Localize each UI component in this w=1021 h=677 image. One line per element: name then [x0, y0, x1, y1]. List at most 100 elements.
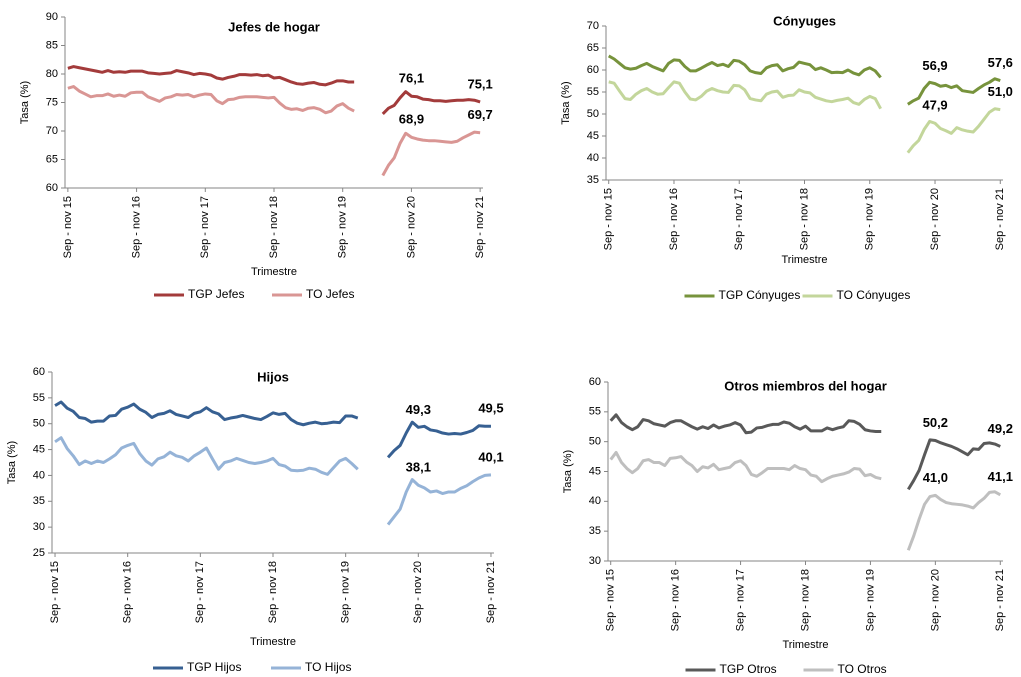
- x-tick-label: Sep - nov 19: [337, 196, 349, 258]
- legend-label: TGP Jefes: [188, 287, 244, 301]
- value-label: 51,0: [988, 84, 1013, 99]
- series-line: [67, 85, 481, 177]
- series-line: [609, 450, 1002, 551]
- value-label: 56,9: [922, 58, 947, 73]
- legend-label: TO Cónyuges: [837, 288, 911, 302]
- chart-title: Hijos: [257, 369, 289, 384]
- y-axis-label: Tasa (%): [562, 450, 574, 493]
- y-tick-label: 35: [33, 495, 45, 507]
- y-tick-label: 70: [587, 20, 599, 32]
- y-axis-label: Tasa (%): [560, 81, 572, 124]
- value-label: 49,5: [478, 401, 503, 416]
- legend-label: TGP Cónyuges: [719, 288, 801, 302]
- y-tick-label: 40: [33, 469, 45, 481]
- y-tick-label: 40: [589, 495, 601, 507]
- value-label: 68,9: [399, 112, 424, 127]
- y-axis-label: Tasa (%): [19, 81, 31, 124]
- y-tick-label: 45: [587, 130, 599, 142]
- y-tick-label: 75: [46, 96, 58, 108]
- x-tick-label: Sep - nov 21: [485, 561, 497, 623]
- value-label: 41,0: [923, 470, 948, 485]
- x-tick-label: Sep - nov 20: [929, 188, 941, 250]
- y-tick-label: 90: [46, 11, 58, 23]
- y-tick-label: 30: [589, 555, 601, 567]
- value-label: 75,1: [467, 76, 492, 91]
- value-label: 69,7: [467, 107, 492, 122]
- x-axis-label: Trimestre: [781, 254, 827, 266]
- x-tick-label: Sep - nov 20: [412, 561, 424, 623]
- legend-label: TGP Otros: [720, 662, 777, 676]
- y-tick-label: 55: [587, 86, 599, 98]
- value-label: 57,6: [988, 55, 1013, 70]
- chart-title: Cónyuges: [773, 13, 836, 28]
- x-tick-label: Sep - nov 16: [668, 188, 680, 250]
- x-tick-label: Sep - nov 18: [798, 188, 810, 250]
- series-line: [607, 54, 1001, 106]
- x-tick-label: Sep - nov 21: [994, 569, 1006, 631]
- x-tick-label: Sep - nov 18: [799, 569, 811, 631]
- series-line: [67, 65, 481, 115]
- x-tick-label: Sep - nov 18: [267, 561, 279, 623]
- y-tick-label: 60: [33, 366, 45, 378]
- x-axis-label: Trimestre: [250, 636, 296, 648]
- y-tick-label: 45: [589, 465, 601, 477]
- y-tick-label: 35: [589, 525, 601, 537]
- y-tick-label: 50: [33, 418, 45, 430]
- x-tick-label: Sep - nov 21: [994, 188, 1006, 250]
- y-tick-label: 70: [46, 125, 58, 137]
- series-line: [609, 413, 1001, 491]
- x-tick-label: Sep - nov 20: [405, 196, 417, 258]
- y-tick-label: 80: [46, 68, 58, 80]
- x-tick-label: Sep - nov 17: [734, 569, 746, 631]
- y-tick-label: 45: [33, 443, 45, 455]
- x-axis-label: Trimestre: [251, 266, 297, 278]
- value-label: 49,3: [406, 402, 431, 417]
- x-tick-label: Sep - nov 19: [864, 188, 876, 250]
- series-line: [54, 400, 491, 459]
- x-tick-label: Sep - nov 15: [605, 569, 617, 631]
- x-tick-label: Sep - nov 18: [268, 196, 280, 258]
- y-tick-label: 60: [589, 376, 601, 388]
- value-label: 41,1: [988, 469, 1013, 484]
- x-tick-label: Sep - nov 15: [49, 561, 61, 623]
- x-tick-label: Sep - nov 15: [603, 188, 615, 250]
- x-tick-label: Sep - nov 16: [670, 569, 682, 631]
- y-tick-label: 60: [587, 64, 599, 76]
- y-tick-label: 55: [589, 406, 601, 418]
- x-tick-label: Sep - nov 19: [340, 561, 352, 623]
- y-tick-label: 35: [587, 174, 599, 186]
- y-tick-label: 50: [587, 108, 599, 120]
- x-tick-label: Sep - nov 17: [199, 196, 211, 258]
- value-label: 40,1: [478, 449, 503, 464]
- x-tick-label: Sep - nov 15: [62, 196, 74, 258]
- x-tick-label: Sep - nov 21: [474, 196, 486, 258]
- legend-label: TGP Hijos: [187, 660, 241, 674]
- chart-title: Otros miembros del hogar: [724, 378, 887, 393]
- x-tick-label: Sep - nov 19: [864, 569, 876, 631]
- series-line: [54, 436, 492, 526]
- series-line: [608, 80, 1001, 154]
- legend-label: TO Otros: [838, 662, 887, 676]
- y-tick-label: 40: [587, 152, 599, 164]
- legend-label: TO Hijos: [305, 660, 351, 674]
- y-axis-label: Tasa (%): [6, 441, 18, 484]
- chart-title: Jefes de hogar: [228, 19, 320, 34]
- x-tick-label: Sep - nov 16: [122, 561, 134, 623]
- value-label: 50,2: [923, 415, 948, 430]
- y-tick-label: 25: [33, 547, 45, 559]
- value-label: 38,1: [406, 460, 431, 475]
- value-label: 49,2: [988, 421, 1013, 436]
- x-tick-label: Sep - nov 20: [929, 569, 941, 631]
- y-tick-label: 85: [46, 39, 58, 51]
- value-label: 76,1: [399, 71, 424, 86]
- y-tick-label: 65: [587, 42, 599, 54]
- y-tick-label: 65: [46, 153, 58, 165]
- value-label: 47,9: [922, 98, 947, 113]
- x-axis-label: Trimestre: [782, 639, 828, 651]
- x-tick-label: Sep - nov 16: [130, 196, 142, 258]
- y-tick-label: 30: [33, 521, 45, 533]
- y-tick-label: 60: [46, 182, 58, 194]
- y-tick-label: 50: [589, 436, 601, 448]
- legend-label: TO Jefes: [306, 287, 354, 301]
